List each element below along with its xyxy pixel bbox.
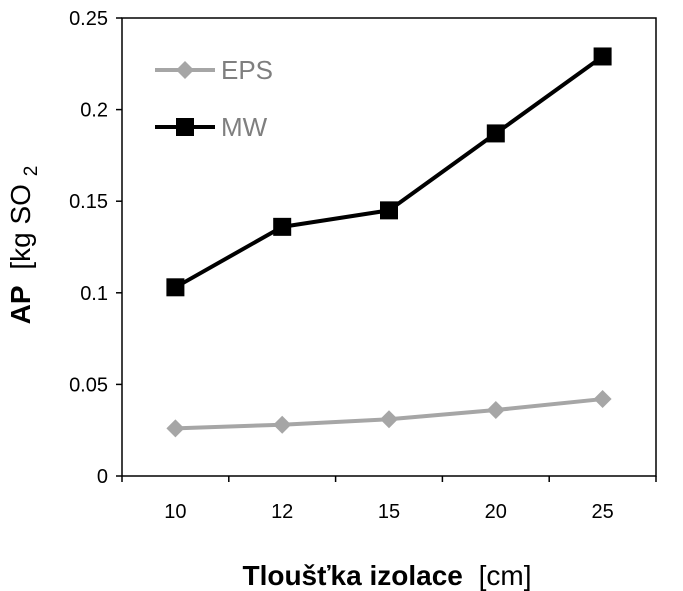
y-tick-label: 0.25 — [69, 8, 108, 30]
data-point-eps — [380, 410, 398, 429]
x-tick-label: 12 — [271, 501, 293, 523]
legend-label: EPS — [221, 55, 273, 85]
x-tick-label: 10 — [164, 501, 186, 523]
y-axis-title: AP [kg SO 2 — [5, 166, 42, 325]
series-layer — [166, 47, 612, 438]
legend-item-mw: MW — [155, 112, 268, 142]
legend-item-eps: EPS — [155, 55, 273, 85]
legend-marker — [176, 61, 194, 79]
y-axis-ticks: 0 0.05 0.1 0.15 0.2 0.25 — [69, 8, 122, 488]
y-axis-title-unit: [kg SO — [5, 184, 36, 270]
data-point-mw — [486, 124, 505, 143]
y-tick-label: 0.15 — [69, 191, 108, 213]
legend: EPS MW — [155, 55, 273, 142]
data-point-eps — [486, 401, 505, 420]
x-axis-title: Tloušťka izolace [cm] — [242, 560, 531, 591]
data-point-mw — [166, 278, 185, 297]
data-point-mw — [380, 201, 398, 220]
y-axis-title-subscript: 2 — [21, 166, 42, 177]
x-axis-title-unit: [cm] — [479, 560, 532, 591]
data-point-mw — [273, 217, 292, 236]
series-eps — [166, 390, 612, 438]
legend-label: MW — [221, 112, 268, 142]
data-point-mw — [593, 47, 612, 66]
data-point-eps — [593, 390, 612, 409]
plot-area: 0 0.05 0.1 0.15 0.2 0.25 10 12 15 20 25 — [69, 8, 657, 523]
legend-marker — [176, 118, 194, 136]
y-axis-title-main: AP — [5, 285, 36, 324]
y-tick-label: 0.1 — [80, 283, 108, 305]
x-tick-label: 15 — [378, 501, 400, 523]
y-tick-label: 0.05 — [69, 374, 108, 396]
x-tick-label: 20 — [485, 501, 507, 523]
plot-frame — [121, 17, 657, 477]
y-tick-label: 0.2 — [80, 100, 108, 122]
data-point-eps — [166, 419, 185, 438]
x-axis-ticks: 10 12 15 20 25 — [121, 476, 657, 523]
x-tick-label: 25 — [591, 501, 613, 523]
series-mw — [166, 47, 612, 297]
x-axis-title-main: Tloušťka izolace — [242, 560, 462, 591]
data-point-eps — [273, 415, 292, 434]
y-tick-label: 0 — [97, 466, 108, 488]
